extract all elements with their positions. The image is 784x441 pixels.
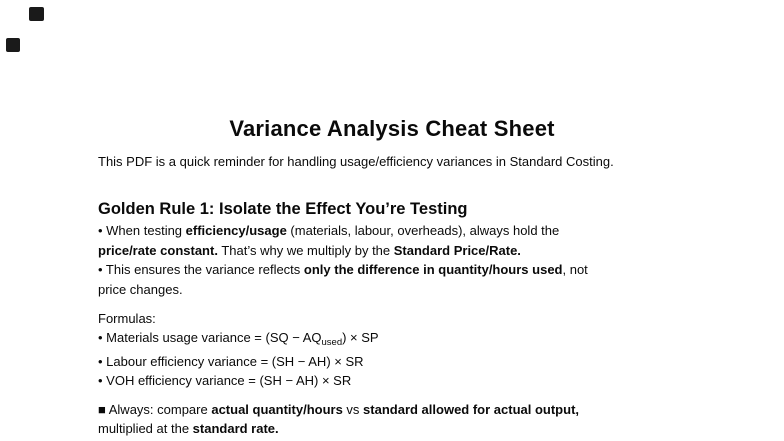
text-line: • Materials usage variance = (SQ − AQuse… [98,328,708,352]
summary-note: ■ Always: compare actual quantity/hours … [98,400,708,438]
plain-text: That’s why we multiply by the [217,242,394,258]
plain-text: vs [342,402,364,417]
formulas-block: Formulas: • Materials usage variance = (S… [98,309,708,390]
plain-text: • This ensures the variance reflects [98,262,304,277]
plain-text: • When testing [98,223,186,238]
subscript-text: used [321,337,343,348]
plain-text: • Labour efficiency variance = (SH − AH)… [98,354,364,369]
bold-text: price/rate constant. [98,242,218,258]
document-title: Variance Analysis Cheat Sheet [229,115,555,141]
plain-text: • VOH efficiency variance = (SH − AH) × … [98,373,352,388]
bold-text: only the difference in quantity/hours us… [303,262,563,277]
text-line: Formulas: [98,309,708,328]
bold-text: standard rate. [192,421,279,436]
bold-text: standard allowed for actual output, [363,402,580,417]
plain-text: (materials, labour, overheads), always h… [286,223,560,238]
text-line: • Labour efficiency variance = (SH − AH)… [98,352,708,371]
text-line: multiplied at the standard rate. [98,419,708,438]
rule-bullet-list: • When testing efficiency/usage (materia… [98,221,708,299]
text-line: price changes. [98,280,708,300]
bold-text: actual quantity/hours [211,402,343,417]
plain-text: Formulas: [98,311,156,326]
section-heading: Golden Rule 1: Isolate the Effect You’re… [98,199,468,218]
text-line: • VOH efficiency variance = (SH − AH) × … [98,371,708,390]
intro-paragraph: This PDF is a quick reminder for handlin… [98,154,614,169]
plain-text: multiplied at the [98,421,193,436]
text-line: • This ensures the variance reflects onl… [98,260,708,280]
text-line: price/rate constant. That’s why we multi… [98,241,708,261]
bold-text: Standard Price/Rate. [393,242,521,258]
plain-text: price changes. [98,281,183,297]
bold-text: efficiency/usage [185,223,287,238]
text-line: • When testing efficiency/usage (materia… [98,221,708,241]
black-square-marker [6,38,20,52]
plain-text: ) × SP [342,330,379,345]
plain-text: , not [562,262,588,277]
plain-text: ■ Always: compare [98,402,212,417]
plain-text: • Materials usage variance = (SQ − AQ [98,330,322,345]
text-line: ■ Always: compare actual quantity/hours … [98,400,708,419]
black-square-marker [29,7,44,21]
